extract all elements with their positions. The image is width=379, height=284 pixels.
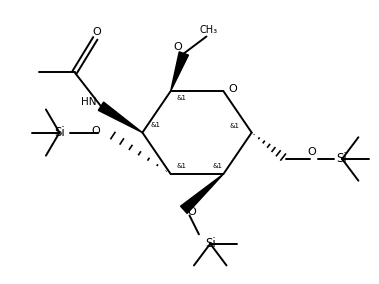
Text: O: O	[174, 42, 183, 52]
Polygon shape	[171, 52, 188, 91]
Text: &1: &1	[176, 95, 186, 101]
Polygon shape	[98, 102, 143, 133]
Text: O: O	[188, 207, 197, 217]
Text: Si: Si	[337, 153, 348, 166]
Text: &1: &1	[150, 122, 161, 128]
Text: &1: &1	[230, 123, 240, 129]
Text: O: O	[93, 27, 102, 37]
Text: &1: &1	[176, 163, 186, 169]
Text: &1: &1	[213, 163, 223, 169]
Text: Si: Si	[205, 237, 216, 250]
Text: CH₃: CH₃	[199, 25, 218, 35]
Text: HN: HN	[81, 97, 96, 107]
Text: O: O	[308, 147, 316, 157]
Text: O: O	[229, 84, 237, 94]
Polygon shape	[180, 174, 223, 214]
Text: Si: Si	[54, 126, 65, 139]
Text: O: O	[91, 126, 100, 136]
